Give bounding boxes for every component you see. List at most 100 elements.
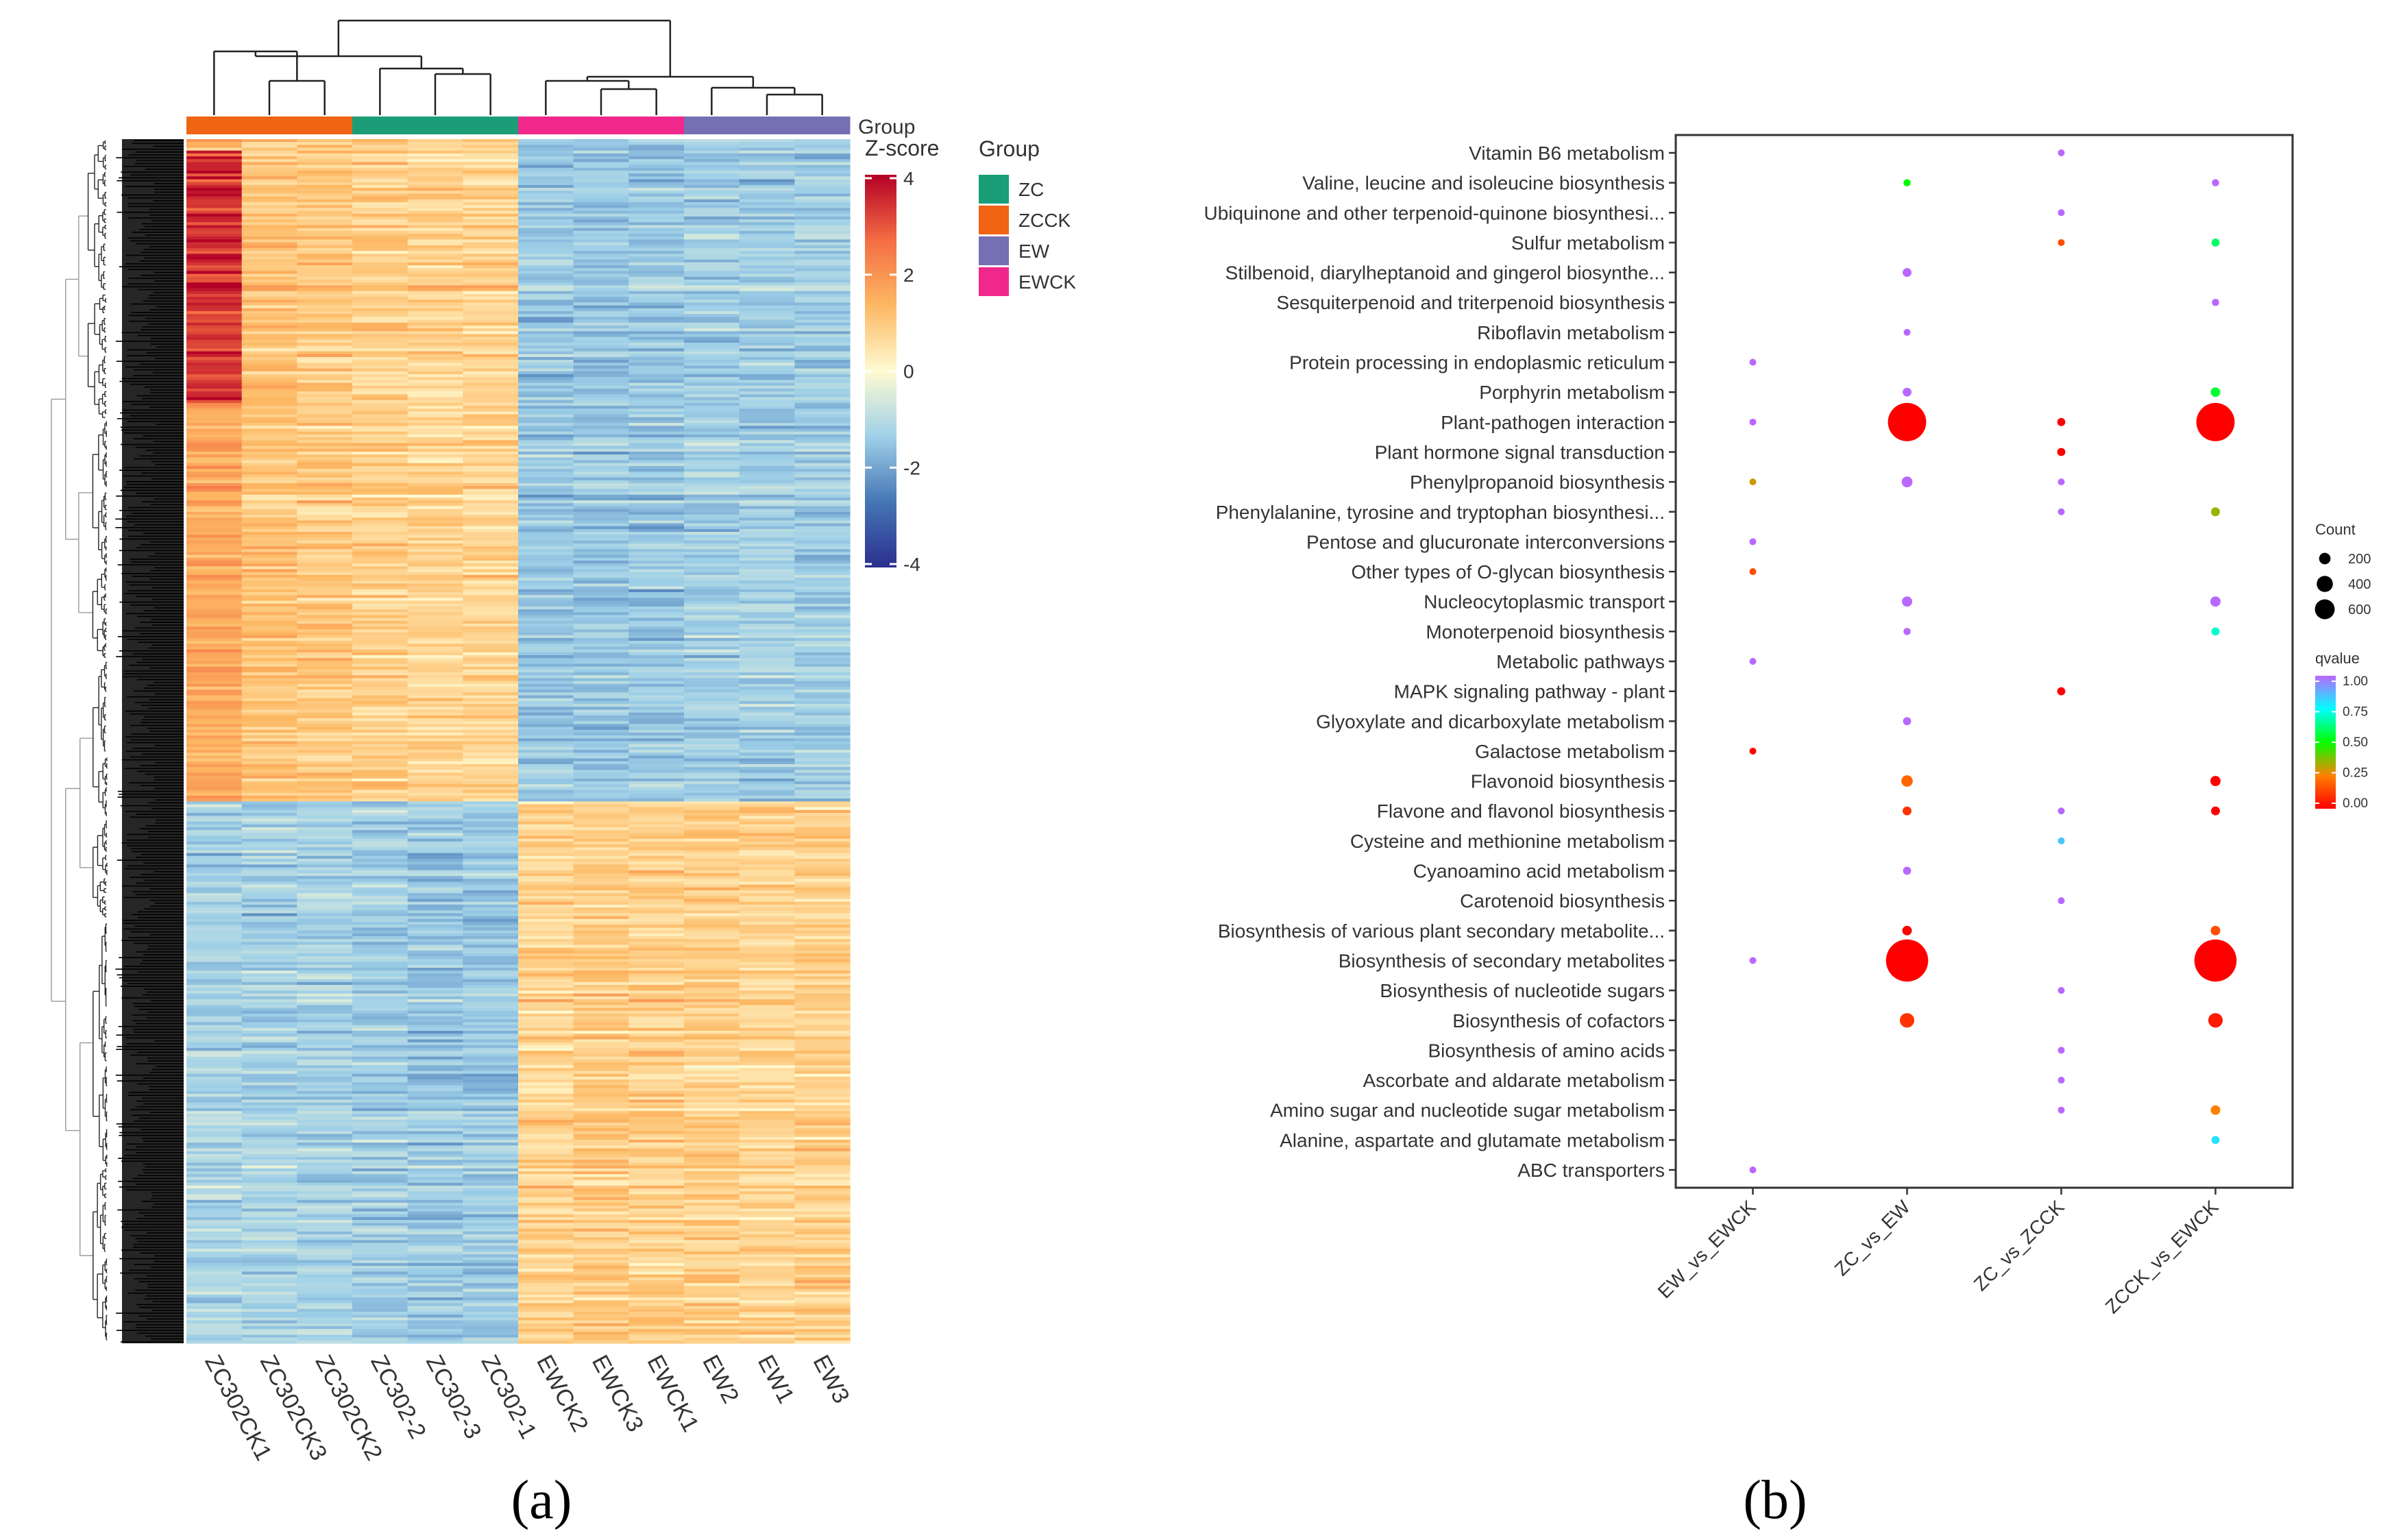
heatmap-cell [794, 445, 851, 450]
heatmap-cell [628, 1010, 685, 1014]
heatmap-cell [794, 741, 851, 745]
heatmap-cell [407, 859, 463, 862]
heatmap-cell [518, 153, 574, 157]
heatmap-cell [297, 528, 353, 533]
heatmap-cell [352, 279, 408, 283]
heatmap-cell [739, 715, 795, 719]
heatmap-cell [463, 925, 519, 929]
heatmap-cell [518, 314, 574, 317]
heatmap-cell [241, 208, 297, 212]
heatmap-cell [186, 164, 243, 169]
heatmap-cell [628, 288, 685, 292]
heatmap-cell [684, 913, 740, 917]
heatmap-cell [739, 678, 795, 682]
heatmap-cell [241, 191, 297, 195]
heatmap-cell [739, 580, 795, 585]
heatmap-cell [407, 428, 463, 432]
heatmap-cell [518, 735, 574, 739]
heatmap-cell [186, 578, 243, 581]
heatmap-cell [186, 835, 243, 840]
heatmap-cell [794, 205, 851, 208]
heatmap-cell [407, 761, 463, 765]
heatmap-cell [739, 202, 795, 206]
heatmap-cell [628, 933, 685, 937]
heatmap-cell [241, 623, 297, 627]
heatmap-cell [407, 343, 463, 346]
heatmap-cell [628, 171, 685, 174]
heatmap-cell [518, 655, 574, 659]
heatmap-cell [628, 532, 685, 535]
heatmap-cell [352, 712, 408, 716]
heatmap-cell [407, 981, 463, 986]
heatmap-cell [407, 460, 463, 464]
heatmap-cell [352, 483, 408, 487]
heatmap-cell [573, 816, 629, 820]
heatmap-cell [241, 795, 297, 799]
heatmap-cell [241, 147, 297, 151]
heatmap-cell [518, 423, 574, 426]
heatmap-cell [794, 345, 851, 349]
heatmap-cell [463, 996, 519, 1000]
heatmap-cell [573, 930, 629, 934]
heatmap-cell [518, 322, 574, 326]
heatmap-cell [518, 230, 574, 234]
heatmap-cell [463, 159, 519, 163]
heatmap-cell [739, 162, 795, 166]
heatmap-cell [684, 216, 740, 220]
heatmap-cell [463, 953, 519, 957]
heatmap-cell [463, 732, 519, 736]
heatmap-cell [794, 454, 851, 458]
heatmap-cell [352, 535, 408, 539]
heatmap-cell [297, 781, 353, 785]
heatmap-cell [297, 208, 353, 212]
heatmap-cell [573, 265, 629, 269]
heatmap-cell [463, 784, 519, 788]
heatmap-cell [463, 363, 519, 367]
heatmap-cell [794, 870, 851, 874]
heatmap-cell [407, 824, 463, 828]
heatmap-cell [407, 236, 463, 241]
heatmap-cell [241, 672, 297, 676]
heatmap-cell [628, 698, 685, 702]
heatmap-cell [186, 841, 243, 845]
heatmap-cell [186, 681, 243, 685]
heatmap-cell [684, 784, 740, 788]
heatmap-cell [241, 775, 297, 779]
heatmap-cell [297, 560, 353, 564]
heatmap-cell [573, 443, 629, 447]
heatmap-cell [407, 775, 463, 779]
heatmap-cell [518, 382, 574, 387]
heatmap-cell [628, 644, 685, 648]
heatmap-cell [739, 540, 795, 544]
heatmap-cell [794, 623, 851, 627]
heatmap-cell [407, 1007, 463, 1012]
heatmap-cell [573, 414, 629, 418]
heatmap-cell [684, 365, 740, 369]
heatmap-cell [463, 305, 519, 309]
heatmap-cell [684, 709, 740, 713]
heatmap-cell [684, 689, 740, 693]
heatmap-cell [186, 162, 243, 166]
heatmap-cell [186, 870, 243, 874]
heatmap-cell [628, 448, 685, 452]
heatmap-cell [573, 448, 629, 452]
heatmap-cell [186, 850, 243, 854]
heatmap-cell [573, 1027, 629, 1031]
heatmap-cell [297, 156, 353, 160]
heatmap-cell [297, 953, 353, 957]
heatmap-cell [518, 543, 574, 547]
heatmap-cell [684, 996, 740, 1000]
heatmap-cell [407, 408, 463, 413]
heatmap-cell [297, 150, 353, 154]
heatmap-cell [241, 890, 297, 894]
heatmap-cell [628, 509, 685, 513]
heatmap-cell [628, 234, 685, 237]
heatmap-cell [352, 520, 408, 524]
heatmap-cell [794, 228, 851, 232]
heatmap-cell [518, 171, 574, 174]
heatmap-cell [739, 990, 795, 994]
heatmap-cell [186, 907, 243, 911]
heatmap-cell [463, 692, 519, 696]
heatmap-cell [297, 265, 353, 269]
heatmap-cell [739, 726, 795, 731]
